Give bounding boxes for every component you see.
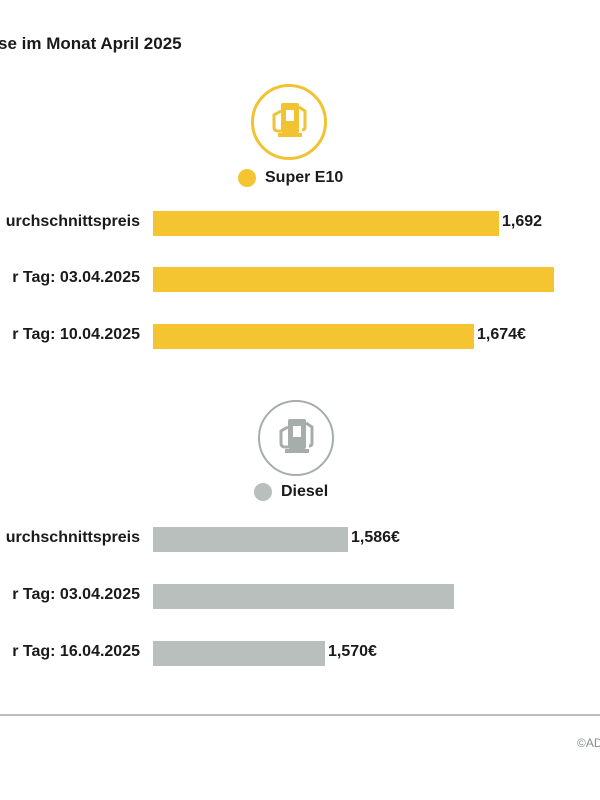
super-e10-fuel-pump-icon — [251, 84, 327, 160]
tick-label: r Tag: 10.04.2025 — [12, 326, 140, 343]
legend-diesel: Diesel — [254, 483, 328, 501]
chart-title: se im Monat April 2025 — [0, 34, 182, 53]
diesel-fuel-pump-icon — [258, 400, 334, 476]
tick-label: r Tag: 16.04.2025 — [12, 643, 140, 660]
data-label: 1,692 — [502, 213, 543, 230]
bar-super-e10 — [153, 324, 474, 349]
bar-super-e10 — [153, 267, 554, 292]
bar-super-e10 — [153, 211, 499, 236]
tick-label: urchschnittspreis — [5, 213, 140, 230]
data-label: 1,674€ — [477, 326, 526, 343]
bar-diesel — [153, 584, 454, 609]
legend-label-diesel: Diesel — [281, 483, 329, 500]
legend-label-super-e10: Super E10 — [265, 169, 344, 186]
bar-diesel — [153, 527, 348, 552]
legend-dot-super-e10 — [238, 169, 256, 187]
bar-diesel — [153, 641, 325, 666]
tick-label: urchschnittspreis — [5, 529, 140, 546]
tick-label: r Tag: 03.04.2025 — [12, 586, 140, 603]
legend-super-e10: Super E10 — [238, 169, 343, 187]
data-label: 1,586€ — [351, 529, 400, 546]
footer-divider — [0, 714, 600, 716]
legend-dot-diesel — [254, 483, 272, 501]
source-credit: ©AD — [577, 736, 600, 750]
data-label: 1,570€ — [328, 643, 377, 660]
tick-label: r Tag: 03.04.2025 — [12, 269, 140, 286]
